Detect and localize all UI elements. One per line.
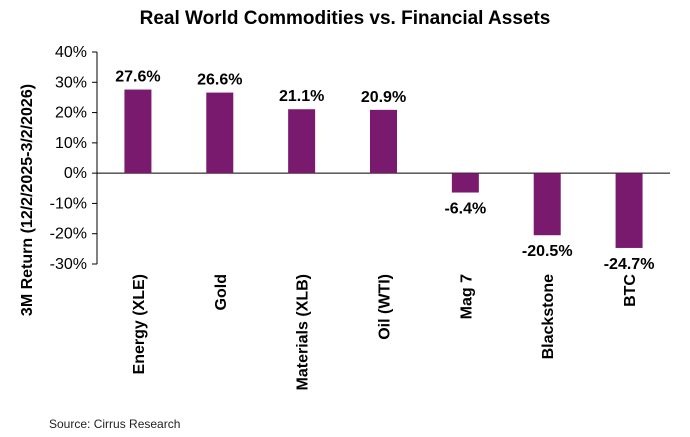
y-tick-label: -20%	[50, 226, 87, 243]
y-tick-label: 30%	[55, 74, 87, 91]
data-label: 21.1%	[279, 88, 324, 105]
category-label: Mag 7	[458, 274, 475, 319]
category-labels: Energy (XLE) Gold Materials (XLB) Oil (WTI)…	[131, 274, 639, 391]
data-labels: 27.6% 26.6% 21.1% 20.9% -6.4% -20.5% -24.7%	[115, 69, 654, 273]
category-label: Blackstone	[540, 274, 557, 359]
bar	[370, 109, 397, 174]
bar	[288, 109, 316, 174]
data-label: 20.9%	[361, 89, 406, 106]
y-tick-label: -10%	[50, 195, 87, 212]
y-axis: 40% 30% 20% 10% 0% -10% -20% -30%	[50, 44, 670, 273]
bar	[451, 173, 479, 193]
bar	[124, 89, 152, 174]
y-axis-label: 3M Return (12/2/2025-3/2/2026)	[19, 84, 36, 316]
y-tick-label: -30%	[50, 256, 87, 273]
bars	[124, 89, 643, 248]
y-tick-label: 10%	[55, 135, 87, 152]
category-label: Gold	[213, 274, 230, 310]
bar	[615, 173, 643, 248]
data-label: 27.6%	[115, 69, 160, 86]
category-label: Materials (XLB)	[295, 274, 312, 390]
category-label: Energy (XLE)	[131, 274, 148, 374]
source-note: Source: Cirrus Research	[49, 417, 180, 431]
y-tick-label: 40%	[55, 44, 87, 61]
category-label: Oil (WTI)	[377, 274, 394, 340]
data-label: 26.6%	[197, 72, 242, 89]
category-label: BTC	[622, 274, 639, 307]
bar	[206, 92, 234, 174]
y-tick-label: 20%	[55, 105, 87, 122]
data-label: -20.5%	[522, 243, 573, 260]
data-label: -6.4%	[444, 201, 486, 218]
data-label: -24.7%	[604, 256, 655, 273]
bar	[533, 173, 561, 236]
chart-title: Real World Commodities vs. Financial Ass…	[140, 8, 551, 29]
y-tick-label: 0%	[64, 165, 87, 182]
